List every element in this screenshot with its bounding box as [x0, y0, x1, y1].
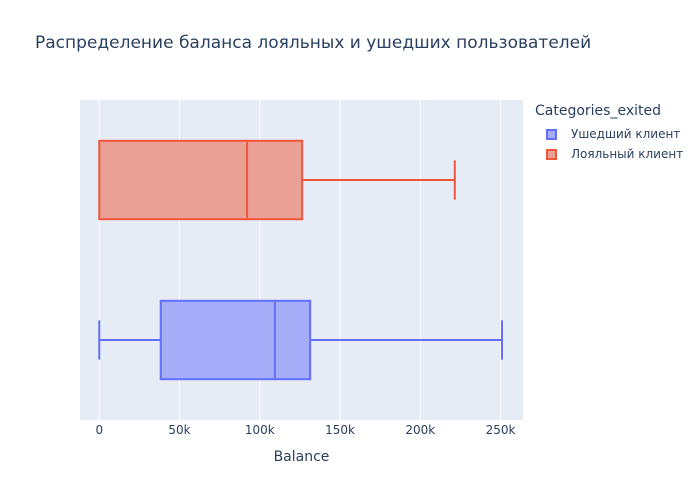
- legend-swatch-loyal: [546, 148, 557, 160]
- box-exited[interactable]: [98, 299, 503, 381]
- x-tick-label: 150k: [325, 423, 355, 437]
- x-tick-label: 100k: [245, 423, 275, 437]
- x-axis-label: Balance: [274, 449, 330, 465]
- x-tick-labels: 0 50k 100k 150k 200k 250k: [95, 423, 515, 437]
- box-iqr[interactable]: [98, 139, 304, 221]
- box-loyal[interactable]: [98, 139, 456, 221]
- legend-label: Ушедший клиент: [571, 127, 681, 141]
- legend-label: Лояльный клиент: [571, 147, 684, 161]
- legend-item-loyal[interactable]: Лояльный клиент: [535, 144, 683, 164]
- legend-item-exited[interactable]: Ушедший клиент: [535, 124, 683, 144]
- legend-title: Categories_exited: [535, 103, 661, 119]
- x-tick-label: 0: [95, 423, 103, 437]
- legend: Categories_exited Ушедший клиент Лояльны…: [535, 103, 683, 164]
- box-iqr[interactable]: [159, 299, 312, 381]
- chart-title: Распределение баланса лояльных и ушедших…: [35, 33, 592, 53]
- x-tick-label: 200k: [405, 423, 435, 437]
- x-tick-label: 250k: [486, 423, 516, 437]
- boxes-layer[interactable]: [98, 139, 503, 381]
- legend-swatch-exited: [546, 128, 557, 140]
- x-tick-label: 50k: [168, 423, 190, 437]
